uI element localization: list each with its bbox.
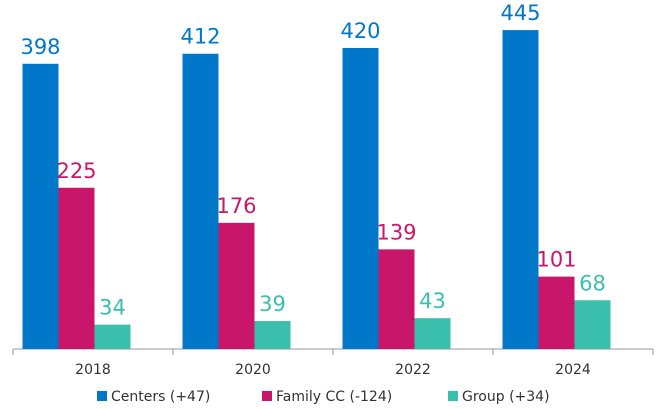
- data-label: 420: [340, 19, 380, 43]
- bar: [414, 318, 451, 349]
- data-label: 412: [180, 25, 220, 49]
- x-tick-label: 2018: [75, 362, 111, 378]
- data-label: 39: [259, 292, 286, 316]
- bar: [574, 300, 611, 349]
- legend-label: Group (+34): [462, 389, 550, 405]
- data-label: 139: [376, 220, 416, 244]
- bar: [22, 63, 59, 350]
- bar: [538, 276, 575, 349]
- legend-label: Centers (+47): [111, 389, 210, 405]
- data-label: 225: [56, 159, 96, 183]
- bar: [94, 324, 131, 349]
- data-label: 176: [216, 194, 256, 218]
- bar: [502, 30, 539, 349]
- data-label: 101: [536, 248, 576, 272]
- data-label: 43: [419, 289, 446, 313]
- bar: [342, 48, 379, 349]
- data-label: 445: [500, 1, 540, 25]
- bar: [254, 321, 291, 349]
- bar: [378, 249, 415, 349]
- x-tick-label: 2024: [555, 362, 591, 378]
- legend-swatch: [448, 391, 458, 401]
- data-label: 34: [99, 296, 126, 320]
- data-label: 68: [579, 271, 606, 295]
- bar: [58, 187, 95, 349]
- bar: [218, 222, 255, 349]
- x-tick-label: 2020: [235, 362, 271, 378]
- x-tick-label: 2022: [395, 362, 431, 378]
- data-label: 398: [20, 35, 60, 59]
- legend-label: Family CC (-124): [276, 389, 392, 405]
- legend-swatch: [97, 391, 107, 401]
- legend-swatch: [262, 391, 272, 401]
- bar: [182, 53, 219, 349]
